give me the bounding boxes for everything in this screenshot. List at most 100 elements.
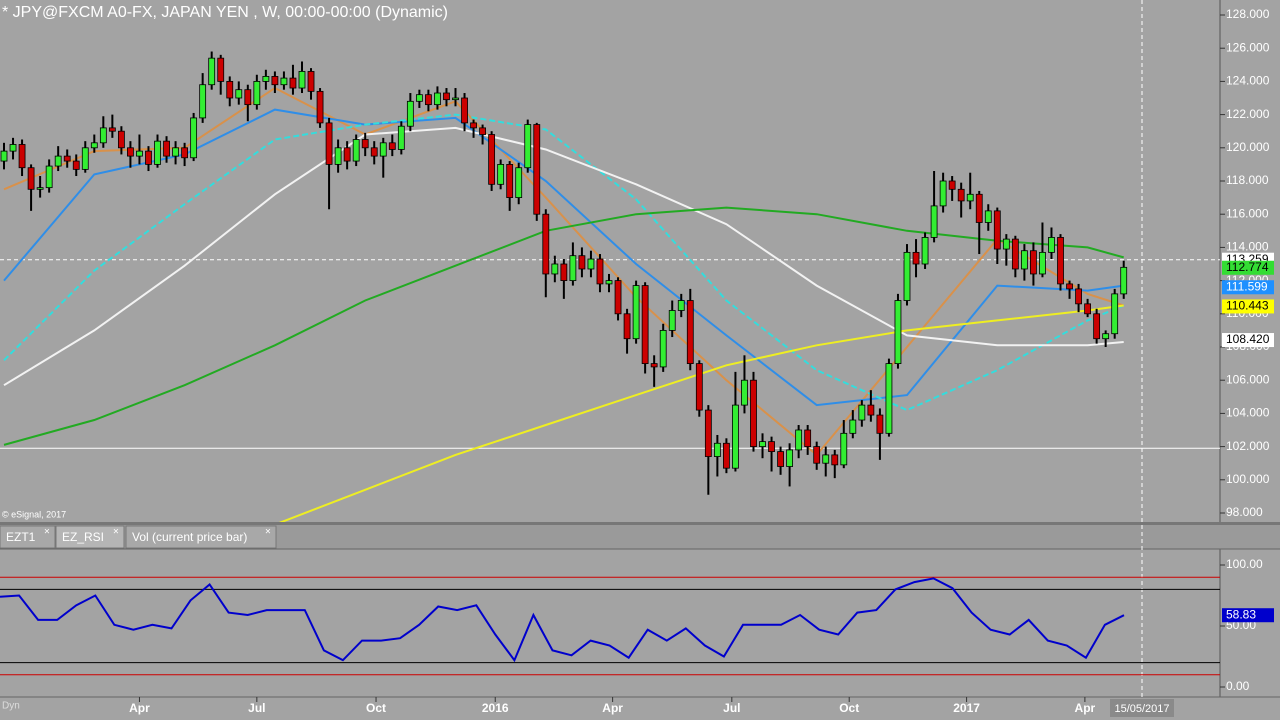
candle-body xyxy=(127,147,134,157)
candle-body xyxy=(1120,266,1128,295)
candle-body xyxy=(54,155,62,167)
tab-label[interactable]: EZ_RSI xyxy=(62,530,104,544)
candle-body xyxy=(352,139,360,162)
x-tick-label: Jul xyxy=(723,701,740,715)
candle-body xyxy=(253,81,261,106)
candle-body xyxy=(858,404,866,421)
candle-body xyxy=(27,167,35,190)
candle-body xyxy=(443,92,450,101)
tab[interactable] xyxy=(125,525,277,549)
candle-body xyxy=(208,57,216,86)
candle-body xyxy=(524,124,532,169)
candle-body xyxy=(1057,237,1064,285)
tab[interactable] xyxy=(55,525,125,549)
candle-body xyxy=(343,147,351,162)
candle-body xyxy=(686,300,694,364)
moving-average xyxy=(3,206,1124,446)
candle-body xyxy=(975,193,983,223)
candle-body xyxy=(90,142,98,149)
candle-body xyxy=(713,442,721,457)
y-tick-label: 102.000 xyxy=(1226,439,1270,453)
price-pane xyxy=(0,51,1220,522)
y-tick-label: 100.00 xyxy=(1226,557,1263,571)
price-label-box xyxy=(1222,280,1274,295)
candle-body xyxy=(217,57,225,82)
tab[interactable] xyxy=(0,525,56,549)
candle-body xyxy=(434,92,441,106)
candle-body xyxy=(741,379,748,406)
candle-body xyxy=(659,329,667,368)
candle-body xyxy=(903,251,911,301)
candle-body xyxy=(668,310,676,331)
candle-body xyxy=(876,414,884,434)
tab-label[interactable]: Vol (current price bar) xyxy=(132,530,247,544)
candle-body xyxy=(957,188,965,202)
rsi-label-box xyxy=(1222,608,1274,623)
tab-label[interactable]: EZT1 xyxy=(6,530,36,544)
candle-body xyxy=(867,404,875,416)
candle-body xyxy=(334,147,342,165)
candle-body xyxy=(795,429,803,451)
candle-body xyxy=(307,71,315,92)
y-tick-label: 120.000 xyxy=(1226,140,1270,154)
candle-body xyxy=(1066,283,1073,290)
candle-body xyxy=(506,163,514,198)
y-tick-label: 106.000 xyxy=(1226,372,1270,386)
candle-body xyxy=(614,280,622,315)
candle-body xyxy=(36,187,44,190)
candle-body xyxy=(750,379,757,448)
candle-body xyxy=(984,210,992,223)
candle-body xyxy=(1048,237,1055,253)
price-label: 111.599 xyxy=(1226,279,1268,293)
candle-body xyxy=(551,263,559,275)
candle-body xyxy=(1084,303,1091,315)
candle-body xyxy=(72,160,80,170)
y-tick-label: 126.000 xyxy=(1226,40,1270,54)
candle-body xyxy=(325,122,333,165)
y-tick-label: 128.000 xyxy=(1226,7,1270,21)
x-tick-label: Oct xyxy=(839,701,859,715)
candle-body xyxy=(849,419,857,434)
x-tick-label: Apr xyxy=(129,701,150,715)
candle-body xyxy=(948,180,956,190)
candle-body xyxy=(1039,251,1046,275)
candle-body xyxy=(677,300,685,311)
candle-body xyxy=(623,313,631,340)
tab-close[interactable]: × xyxy=(113,527,119,538)
candle-body xyxy=(289,77,297,89)
candle-body xyxy=(840,432,848,466)
candle-body xyxy=(885,363,893,434)
candle-body xyxy=(145,150,152,165)
copyright: © eSignal, 2017 xyxy=(2,509,66,519)
rsi-pane xyxy=(0,576,1220,676)
candle-body xyxy=(479,127,486,135)
candle-body xyxy=(415,94,423,102)
candle-body xyxy=(461,97,468,124)
candle-body xyxy=(172,147,179,157)
candle-body xyxy=(759,441,766,447)
y-tick-label: 0.00 xyxy=(1226,679,1250,693)
price-label: 110.443 xyxy=(1226,299,1269,313)
candle-body xyxy=(1030,250,1037,275)
candle-body xyxy=(452,97,459,101)
candle-body xyxy=(425,94,432,106)
candle-body xyxy=(1102,333,1110,340)
y-tick-label: 124.000 xyxy=(1226,74,1270,88)
candle-body xyxy=(831,454,839,466)
candle-body xyxy=(0,150,8,162)
price-label: 112.774 xyxy=(1226,260,1269,274)
tab-close[interactable]: × xyxy=(44,527,50,538)
candle-body xyxy=(695,363,703,411)
candle-body xyxy=(397,125,405,150)
y-tick-label: 114.000 xyxy=(1226,240,1269,254)
y-tick-label: 104.000 xyxy=(1226,406,1270,420)
candle-body xyxy=(1111,293,1119,335)
tab-close[interactable]: × xyxy=(265,527,271,538)
candle-body xyxy=(63,155,71,162)
candle-body xyxy=(181,147,189,159)
candle-body xyxy=(1075,288,1082,305)
x-tick-label: Apr xyxy=(1075,701,1096,715)
y-tick-label: 98.000 xyxy=(1226,505,1263,519)
y-tick-label: 116.000 xyxy=(1226,206,1269,220)
date-label: 15/05/2017 xyxy=(1114,703,1169,715)
